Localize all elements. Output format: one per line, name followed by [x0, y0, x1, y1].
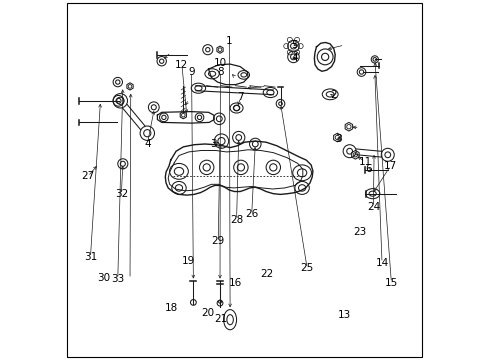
- Text: 24: 24: [366, 202, 379, 212]
- Text: 5: 5: [291, 40, 298, 50]
- Text: 25: 25: [300, 263, 313, 273]
- Text: 19: 19: [182, 256, 195, 266]
- Text: 7: 7: [237, 92, 244, 102]
- Text: 6: 6: [365, 164, 371, 174]
- Text: 4: 4: [143, 139, 150, 149]
- Text: 4: 4: [291, 53, 298, 63]
- Text: 8: 8: [217, 67, 223, 77]
- Text: 29: 29: [211, 236, 224, 246]
- Text: 3: 3: [210, 139, 217, 149]
- Text: 17: 17: [383, 161, 396, 171]
- Text: 9: 9: [188, 67, 195, 77]
- Text: 20: 20: [201, 308, 214, 318]
- Text: 1: 1: [225, 36, 232, 46]
- Text: 16: 16: [228, 278, 241, 288]
- Text: 21: 21: [214, 314, 227, 324]
- Text: 11: 11: [358, 157, 371, 167]
- Text: 33: 33: [111, 274, 124, 284]
- Text: 13: 13: [337, 310, 350, 320]
- Text: 23: 23: [352, 227, 366, 237]
- Text: 30: 30: [97, 273, 110, 283]
- Text: 27: 27: [81, 171, 94, 181]
- Text: 18: 18: [164, 303, 177, 313]
- Text: 22: 22: [260, 269, 273, 279]
- Text: 28: 28: [229, 215, 243, 225]
- Text: 10: 10: [213, 58, 226, 68]
- Text: 32: 32: [115, 189, 128, 199]
- Text: 2: 2: [330, 90, 336, 100]
- Text: 31: 31: [83, 252, 97, 262]
- Text: 14: 14: [375, 258, 388, 268]
- Text: 3: 3: [334, 134, 341, 144]
- Text: 12: 12: [175, 60, 188, 70]
- Text: 15: 15: [384, 278, 397, 288]
- Text: 26: 26: [244, 209, 258, 219]
